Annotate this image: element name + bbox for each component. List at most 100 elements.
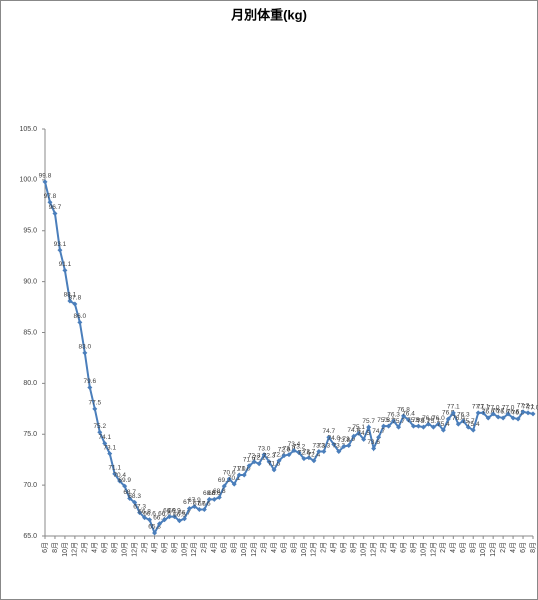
data-label: 71.0 (238, 466, 251, 473)
data-label: 75.7 (462, 418, 475, 425)
data-label: 76.5 (512, 410, 525, 417)
data-point (485, 415, 491, 421)
data-label: 87.8 (69, 295, 82, 302)
data-label: 68.6 (203, 490, 216, 497)
x-tick-label: 12月 (310, 542, 318, 557)
x-tick-label: 12月 (71, 542, 79, 557)
data-point (231, 481, 237, 487)
data-label: 65.3 (148, 524, 161, 531)
x-tick-label: 4月 (330, 542, 338, 553)
x-tick-label: 10月 (61, 542, 69, 557)
data-point (166, 514, 172, 520)
data-label: 75.8 (382, 417, 395, 424)
x-tick-label: 12月 (369, 542, 377, 557)
data-label: 73.4 (288, 441, 301, 448)
data-label: 73.3 (318, 442, 331, 449)
data-point (361, 436, 367, 442)
x-tick-label: 6月 (519, 542, 527, 553)
data-label: 76.3 (387, 412, 400, 419)
x-tick-label: 12月 (130, 542, 138, 557)
data-label: 71.1 (108, 465, 121, 472)
y-tick-label: 105.0 (19, 126, 37, 133)
data-point (301, 456, 307, 462)
data-label: 69.9 (218, 477, 231, 484)
x-tick-label: 2月 (200, 542, 208, 553)
data-point (391, 418, 397, 424)
data-point (241, 472, 247, 478)
data-point (62, 267, 68, 273)
data-label: 77.1 (477, 404, 490, 411)
x-tick-label: 6月 (459, 542, 467, 553)
data-label: 75.8 (407, 417, 420, 424)
data-point (266, 459, 272, 465)
data-point (346, 442, 352, 448)
x-tick-label: 10月 (419, 542, 427, 557)
data-label: 68.3 (128, 493, 141, 500)
data-point (520, 409, 526, 415)
data-point (276, 458, 282, 464)
data-label: 75.4 (467, 421, 480, 428)
data-point (475, 410, 481, 416)
data-point (47, 199, 53, 205)
data-label: 74.5 (357, 430, 370, 437)
x-tick-label: 8月 (51, 542, 59, 553)
data-label: 72.4 (273, 451, 286, 458)
data-label: 70.1 (228, 475, 241, 482)
x-tick-label: 6月 (220, 542, 228, 553)
y-tick-label: 65.0 (23, 533, 37, 540)
data-label: 99.8 (39, 173, 52, 180)
x-tick-label: 10月 (300, 542, 308, 557)
data-label: 76.5 (442, 410, 455, 417)
y-tick-label: 85.0 (23, 329, 37, 336)
data-point (386, 423, 392, 429)
data-label: 76.0 (432, 415, 445, 422)
data-label: 75.2 (93, 423, 106, 430)
x-tick-label: 8月 (230, 542, 238, 553)
data-label: 77.1 (447, 404, 460, 411)
data-point (420, 424, 426, 430)
data-label: 76.4 (402, 411, 415, 418)
y-tick-label: 95.0 (23, 228, 37, 235)
data-label: 66.8 (138, 508, 151, 515)
data-point (445, 416, 451, 422)
data-label: 66.6 (158, 510, 171, 517)
x-tick-label: 4月 (449, 542, 457, 553)
data-point (42, 179, 48, 185)
x-tick-label: 12月 (250, 542, 258, 557)
data-label: 71.5 (268, 461, 281, 468)
data-label: 73.6 (367, 439, 380, 446)
data-label: 97.8 (44, 193, 57, 200)
data-label: 72.6 (298, 449, 311, 456)
x-tick-label: 2月 (499, 542, 507, 553)
data-label: 77.1 (472, 404, 485, 411)
x-tick-label: 8月 (111, 542, 119, 553)
data-point (251, 459, 257, 465)
data-label: 74.8 (347, 427, 360, 434)
data-point (316, 449, 322, 455)
data-point (331, 441, 337, 447)
data-point (82, 350, 88, 356)
data-label: 71.9 (243, 457, 256, 464)
data-label: 73.3 (313, 442, 326, 449)
data-point (281, 453, 287, 459)
data-point (221, 483, 227, 489)
data-label: 73.8 (337, 437, 350, 444)
data-label: 75.7 (417, 418, 430, 425)
data-label: 70.6 (223, 470, 236, 477)
data-label: 83.0 (79, 344, 92, 351)
data-label: 73.0 (258, 445, 271, 452)
data-point (107, 451, 113, 457)
data-point (505, 411, 511, 417)
data-point (67, 298, 73, 304)
data-point (351, 433, 357, 439)
x-tick-label: 4月 (150, 542, 158, 553)
data-point (246, 463, 252, 469)
data-point (87, 384, 93, 390)
x-tick-label: 4月 (210, 542, 218, 553)
x-tick-label: 6月 (41, 542, 49, 553)
data-label: 77.2 (517, 403, 530, 410)
data-point (157, 521, 163, 527)
data-point (261, 452, 267, 458)
data-label: 76.6 (507, 409, 520, 416)
